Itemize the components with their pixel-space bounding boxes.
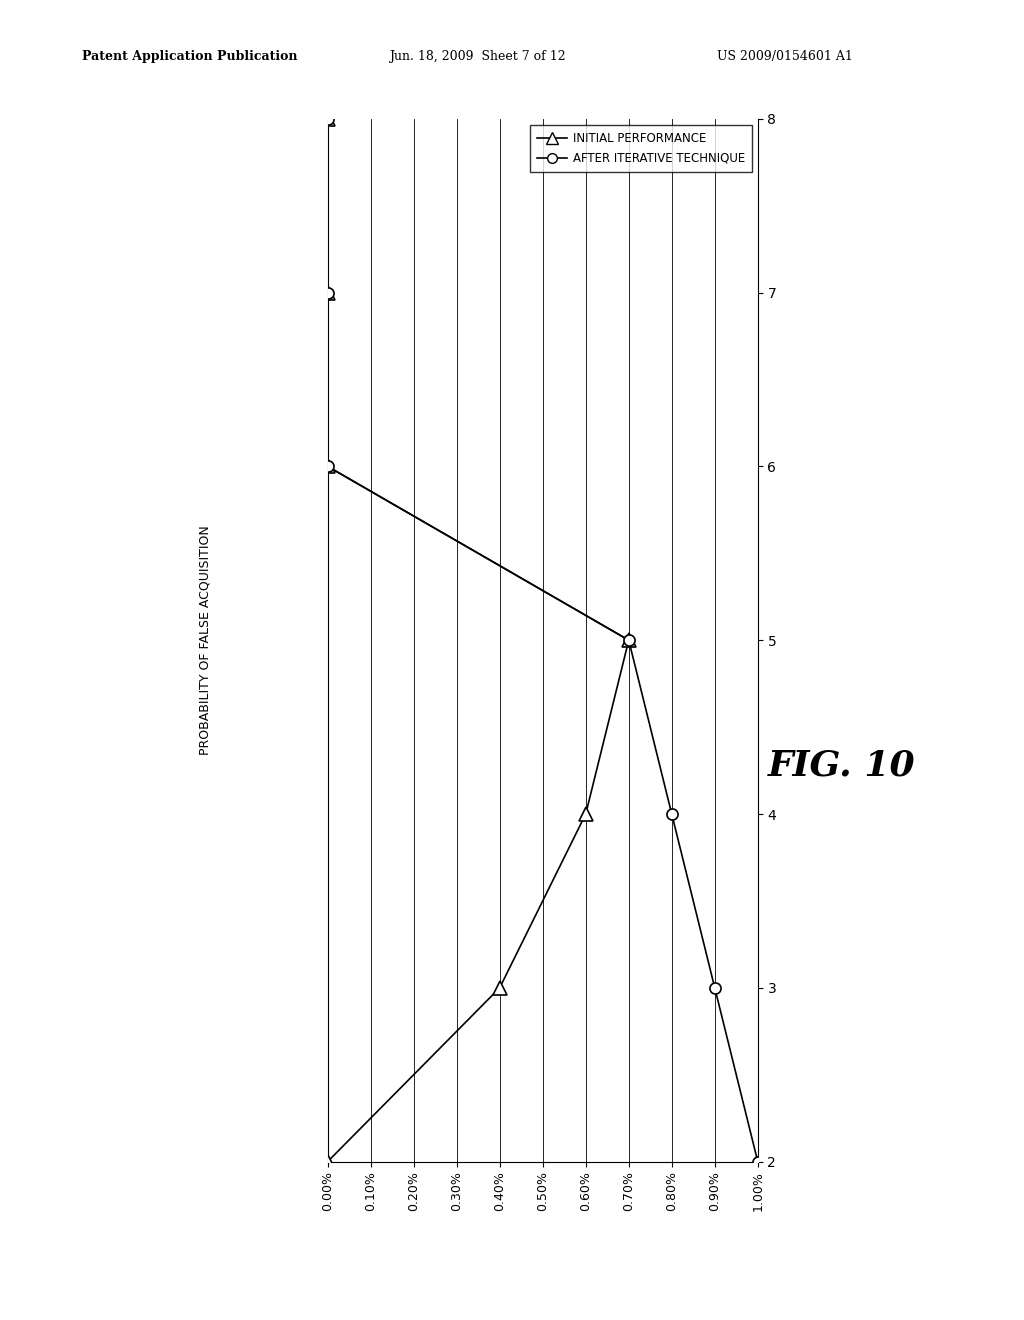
- Text: US 2009/0154601 A1: US 2009/0154601 A1: [717, 50, 853, 63]
- Text: Jun. 18, 2009  Sheet 7 of 12: Jun. 18, 2009 Sheet 7 of 12: [389, 50, 565, 63]
- Legend: INITIAL PERFORMANCE, AFTER ITERATIVE TECHNIQUE: INITIAL PERFORMANCE, AFTER ITERATIVE TEC…: [530, 124, 752, 172]
- Text: Patent Application Publication: Patent Application Publication: [82, 50, 297, 63]
- Text: FIG. 10: FIG. 10: [768, 748, 915, 783]
- Text: PROBABILITY OF FALSE ACQUISITION: PROBABILITY OF FALSE ACQUISITION: [199, 525, 211, 755]
